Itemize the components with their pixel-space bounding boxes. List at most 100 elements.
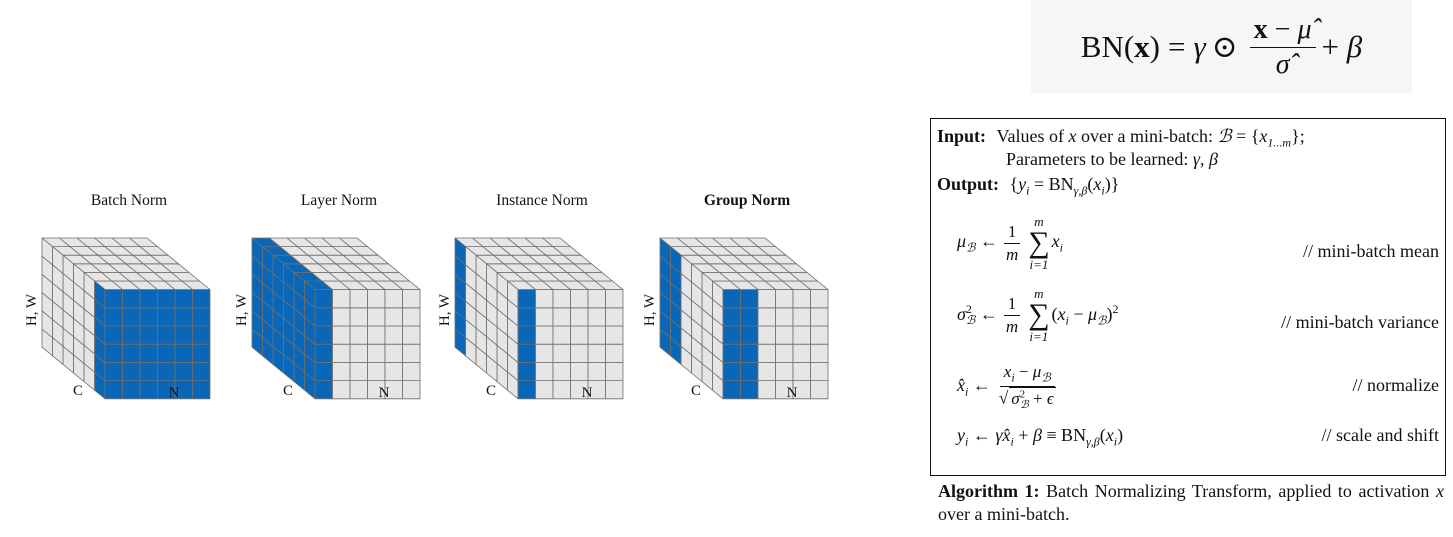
algo-comment-normalize: // normalize — [1352, 375, 1439, 395]
cube-front-cell — [517, 325, 536, 345]
cube-front-cell — [332, 361, 351, 382]
cube-front-cell — [740, 343, 759, 363]
cube-front-cell — [552, 289, 571, 309]
bn-gamma: γ — [1193, 29, 1206, 64]
cube-front-cell — [139, 343, 158, 363]
cube-front-cell — [384, 325, 403, 345]
normalization-cubes-diagram: Batch Norm H, W C N Layer Norm H, W C N Instance… — [24, 192, 829, 401]
cube-front-cell — [349, 380, 368, 400]
cube-front-cell — [332, 307, 351, 327]
bn-lhs: BN(x) — [1080, 29, 1160, 64]
axis-label-c: C — [486, 383, 496, 399]
cube-front-cell — [517, 343, 536, 363]
cube-front-cell — [775, 361, 794, 382]
algo-input-line: Input: Values of x over a mini-batch: ℬ … — [937, 125, 1305, 154]
bn-formula: BN(x) = γ ⊙ x − μ̂ σ̂ + β — [1031, 0, 1412, 94]
axis-label-hw: H, W — [437, 293, 453, 326]
cube-front-cell — [810, 307, 829, 327]
cube-front-cell — [384, 361, 403, 382]
cube-front-cell — [384, 307, 403, 327]
cube-front-cell — [722, 343, 741, 363]
cube-front-cell — [757, 361, 776, 382]
algo-input-text: Values of x over a mini-batch: ℬ = {x1..… — [996, 126, 1305, 150]
cube-front-cell — [192, 343, 211, 363]
bn-fraction: x − μ̂ σ̂ — [1249, 15, 1316, 80]
algo-comment-variance: // mini-batch variance — [1281, 312, 1439, 332]
cube-front-cell — [517, 380, 536, 400]
cube-front-cell — [174, 289, 193, 309]
cube-front-cell — [104, 289, 123, 309]
cube-front-cell — [332, 380, 351, 400]
cube-front-cell — [792, 343, 811, 363]
cube-front-cell — [384, 343, 403, 363]
cube-front-cell — [810, 325, 829, 345]
caption-label: Algorithm 1: — [938, 481, 1040, 501]
cube-front-cell — [605, 380, 624, 400]
cube-front-cell — [314, 380, 333, 400]
axis-label-c: C — [73, 383, 83, 399]
cube-front-cell — [104, 307, 123, 327]
cube-front-cell — [157, 289, 176, 309]
cube-front-cell — [139, 361, 158, 382]
cube-front-cell — [740, 325, 759, 345]
cube-front-cell — [535, 361, 554, 382]
cube-front-cell — [775, 343, 794, 363]
cube-front-cell — [587, 289, 606, 309]
cube-front-cell — [552, 325, 571, 345]
cube-title: Group Norm — [704, 192, 790, 209]
algo-output-text: {yi = BNγ,β(xi)} — [1009, 174, 1120, 198]
bn-plus-beta: + β — [1321, 29, 1363, 64]
cube-front-cell — [332, 289, 351, 309]
cube-front-cell — [192, 307, 211, 327]
cube-front-cell — [792, 289, 811, 309]
cube-front-cell — [535, 325, 554, 345]
cube-front-cell — [384, 289, 403, 309]
cube-front-cell — [722, 325, 741, 345]
axis-label-c: C — [283, 383, 293, 399]
cube-top-cell — [339, 237, 368, 248]
cube-front-cell — [587, 307, 606, 327]
cube-front-cell — [402, 307, 421, 327]
cube-front-cell — [367, 289, 386, 309]
cube-front-cell — [122, 307, 141, 327]
cube-front-cell — [192, 361, 211, 382]
cube-front-cell — [740, 361, 759, 382]
cube-front-cell — [157, 325, 176, 345]
cube-top-cell — [542, 237, 571, 248]
axis-label-n: N — [379, 385, 390, 401]
algo-comment-scale-shift: // scale and shift — [1321, 425, 1439, 445]
cube-front-cell — [552, 343, 571, 363]
cube-front-cell — [402, 289, 421, 309]
cube-front-cell — [722, 289, 741, 309]
cube-side-cell — [251, 237, 263, 266]
axis-label-c: C — [691, 383, 701, 399]
cube-front-cell — [722, 307, 741, 327]
cube-front-cell — [552, 361, 571, 382]
algo-comment-mean: // mini-batch mean — [1303, 241, 1439, 261]
cube-front-cell — [517, 307, 536, 327]
cube-front-cell — [605, 289, 624, 309]
cube-front-cell — [517, 361, 536, 382]
cube-front-cell — [349, 325, 368, 345]
cube-side-cell — [41, 237, 53, 266]
cube-front-cell — [757, 307, 776, 327]
bn-denominator: σ̂ — [1275, 48, 1290, 80]
cube-front-cell — [314, 325, 333, 345]
cube-front-cell — [139, 289, 158, 309]
axis-label-n: N — [169, 385, 180, 401]
cube-front-cell — [587, 343, 606, 363]
cube-front-cell — [722, 380, 741, 400]
cube-front-cell — [104, 361, 123, 382]
algo-input-label: Input: — [937, 126, 987, 146]
cube-front-cell — [402, 380, 421, 400]
cube-front-cell — [810, 380, 829, 400]
axis-label-hw: H, W — [234, 293, 250, 326]
cube-front-cell — [775, 325, 794, 345]
cube-front-cell — [122, 380, 141, 400]
cube-front-cell — [722, 361, 741, 382]
cube-front-cell — [792, 325, 811, 345]
cube-front-cell — [757, 325, 776, 345]
cube-front-cell — [402, 343, 421, 363]
